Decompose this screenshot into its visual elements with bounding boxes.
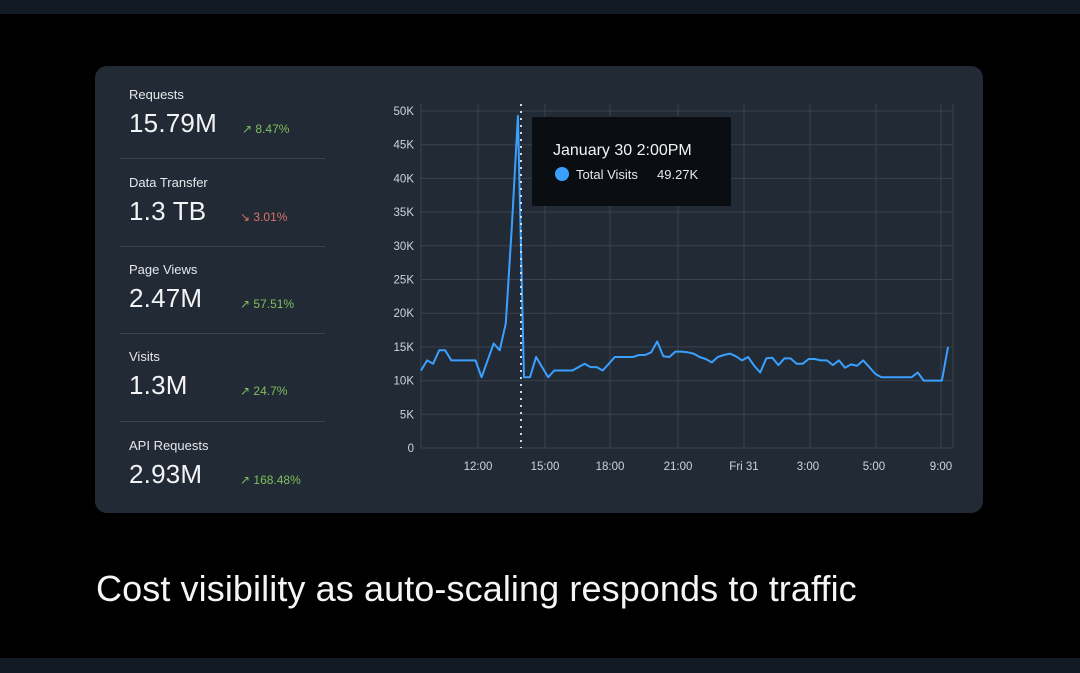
metric-value: 1.3 TB xyxy=(129,196,207,226)
trend-up-icon: ↗ xyxy=(240,384,251,398)
metric-label: API Requests xyxy=(129,438,209,453)
metric-divider xyxy=(120,421,325,422)
metric-label: Data Transfer xyxy=(129,175,208,190)
series-line-total-visits xyxy=(420,114,949,382)
metric-label: Page Views xyxy=(129,262,198,277)
x-tick-label: 5:00 xyxy=(863,461,885,473)
chart-tooltip: January 30 2:00PM Total Visits 49.27K xyxy=(532,117,731,206)
y-tick-label: 40K xyxy=(394,173,415,185)
x-tick-label: 21:00 xyxy=(664,461,693,473)
x-tick-label: 18:00 xyxy=(596,461,625,473)
trend-up-icon: ↗ xyxy=(240,473,251,487)
metric-change: ↗ 168.48% xyxy=(240,473,301,487)
y-tick-label: 35K xyxy=(394,207,415,219)
metric-label: Visits xyxy=(129,349,160,364)
y-tick-label: 30K xyxy=(394,241,415,253)
metric-change: ↗ 8.47% xyxy=(242,122,290,136)
x-tick-label: 9:00 xyxy=(930,461,952,473)
metric-divider xyxy=(120,246,325,247)
metric-label: Requests xyxy=(129,87,184,102)
metric-divider xyxy=(120,333,325,334)
caption: Cost visibility as auto-scaling responds… xyxy=(96,568,857,609)
metric-divider xyxy=(120,158,325,159)
y-tick-label: 15K xyxy=(394,342,415,354)
top-border-strip xyxy=(0,0,1080,14)
bottom-border-strip xyxy=(0,658,1080,673)
x-tick-label: 12:00 xyxy=(464,461,493,473)
x-tick-label: 15:00 xyxy=(531,461,560,473)
metric-change: ↘ 3.01% xyxy=(240,210,288,224)
y-tick-label: 10K xyxy=(394,376,415,388)
series-dot-icon xyxy=(555,167,569,181)
metric-value: 2.47M xyxy=(129,283,203,313)
metric-data-transfer[interactable]: Data Transfer 1.3 TB ↘ 3.01% xyxy=(120,168,325,256)
y-tick-label: 45K xyxy=(394,140,415,152)
metric-change: ↗ 57.51% xyxy=(240,297,295,311)
metric-visits[interactable]: Visits 1.3M ↗ 24.7% xyxy=(120,342,325,430)
trend-down-icon: ↘ xyxy=(240,210,251,224)
metric-value: 15.79M xyxy=(129,108,217,138)
tooltip-box xyxy=(532,117,731,206)
metric-value: 1.3M xyxy=(129,370,188,400)
y-tick-label: 0 xyxy=(408,443,414,455)
y-tick-label: 5K xyxy=(400,409,414,421)
y-tick-label: 25K xyxy=(394,275,415,287)
trend-up-icon: ↗ xyxy=(242,122,253,136)
tooltip-title: January 30 2:00PM xyxy=(553,142,692,159)
metric-change: ↗ 24.7% xyxy=(240,384,288,398)
metric-value: 2.93M xyxy=(129,459,203,489)
y-tick-label: 50K xyxy=(394,106,415,118)
metric-api-requests[interactable]: API Requests 2.93M ↗ 168.48% xyxy=(120,431,325,519)
y-tick-label: 20K xyxy=(394,308,415,320)
metric-requests[interactable]: Requests 15.79M ↗ 8.47% xyxy=(120,80,325,168)
tooltip-series-label: Total Visits xyxy=(576,167,638,182)
x-tick-label: Fri 31 xyxy=(729,461,758,473)
x-tick-label: 3:00 xyxy=(797,461,819,473)
tooltip-series-value: 49.27K xyxy=(657,167,699,182)
trend-up-icon: ↗ xyxy=(240,297,251,311)
metric-page-views[interactable]: Page Views 2.47M ↗ 57.51% xyxy=(120,255,325,343)
